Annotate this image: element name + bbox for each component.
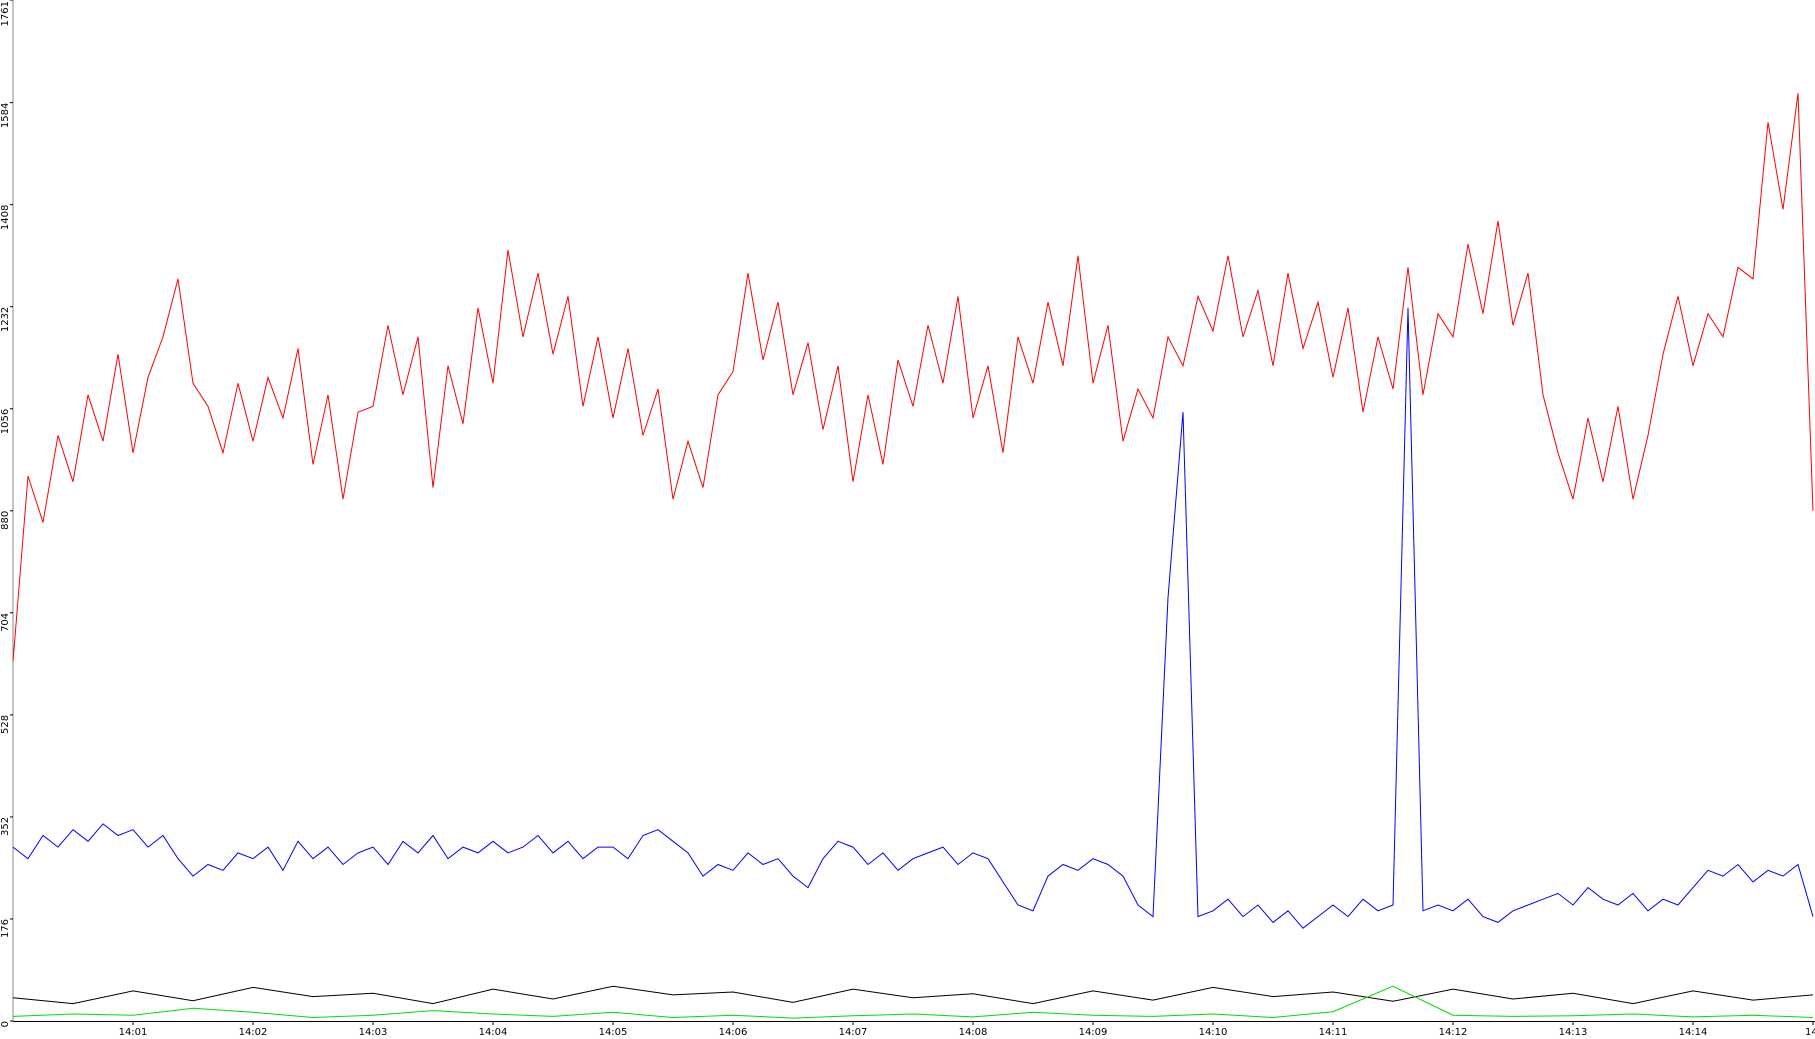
x-tick-label: 14:09: [1079, 1027, 1108, 1038]
x-tick-label: 14:01: [119, 1027, 148, 1038]
y-tick-label: 1232: [0, 307, 11, 332]
y-tick-label: 704: [0, 613, 11, 632]
y-tick-label: 1761: [0, 1, 11, 26]
x-tick-label: 14:14: [1679, 1027, 1708, 1038]
x-tick-label: 14:03: [359, 1027, 388, 1038]
x-tick-label: 14:10: [1199, 1027, 1228, 1038]
x-tick-label: 14:: [1805, 1027, 1815, 1038]
y-tick-label: 352: [0, 817, 11, 836]
series-line: [12, 985, 1814, 1005]
x-tick-label: 14:05: [599, 1027, 628, 1038]
x-tick-label: 14:11: [1319, 1027, 1348, 1038]
y-tick-label: 880: [0, 511, 11, 530]
y-tick-label: 528: [0, 715, 11, 734]
x-tick-label: 14:08: [959, 1027, 988, 1038]
y-tick-label: 176: [0, 919, 11, 938]
y-tick-label: 1584: [0, 103, 11, 128]
x-tick-label: 14:04: [479, 1027, 508, 1038]
y-tick-label: 1408: [0, 205, 11, 230]
series-line: [12, 93, 1814, 662]
y-tick-label: 0: [0, 1021, 11, 1027]
y-tick-label: 1056: [0, 409, 11, 434]
x-tick-label: 14:13: [1559, 1027, 1588, 1038]
x-tick-label: 14:06: [719, 1027, 748, 1038]
series-line: [12, 985, 1814, 1019]
x-tick-label: 14:07: [839, 1027, 868, 1038]
x-tick-label: 14:02: [239, 1027, 268, 1038]
series-line: [12, 307, 1814, 929]
x-tick-label: 14:12: [1439, 1027, 1468, 1038]
